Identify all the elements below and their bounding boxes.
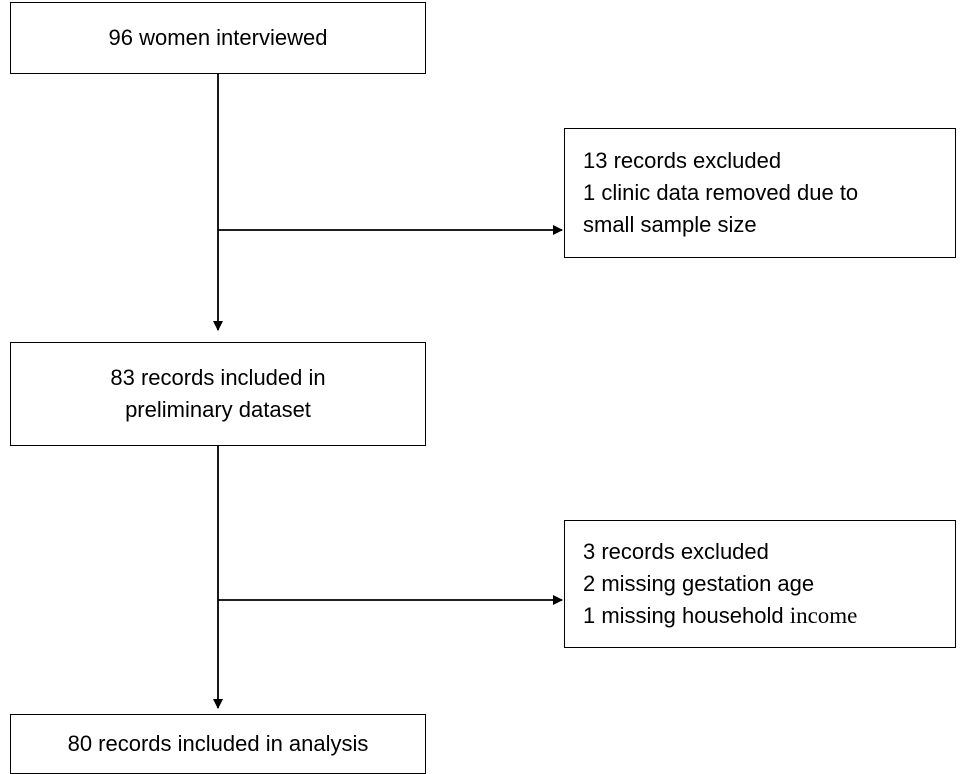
box-preliminary-dataset: 83 records included in preliminary datas… <box>10 342 426 446</box>
box-final-analysis: 80 records included in analysis <box>10 714 426 774</box>
exclusion-1-line-1: 13 records excluded <box>583 148 782 173</box>
exclusion-1-line-3: small sample size <box>583 212 757 237</box>
exclusion-2-line-3: 1 missing household income <box>583 600 955 632</box>
preliminary-line-1: 83 records included in <box>110 365 326 390</box>
box-records-excluded-3: 3 records excluded 2 missing gestation a… <box>564 520 956 648</box>
exclusion-2-line-3-main: 1 missing household <box>583 603 790 628</box>
final-analysis-text: 80 records included in analysis <box>67 731 369 756</box>
exclusion-2-line-1: 3 records excluded <box>583 539 769 564</box>
exclusion-1-line-2: 1 clinic data removed due to <box>583 180 859 205</box>
exclusion-2-line-2: 2 missing gestation age <box>583 571 815 596</box>
exclusion-2-line-3-tail: income <box>789 603 858 628</box>
box-women-interviewed: 96 women interviewed <box>10 2 426 74</box>
box-women-interviewed-text: 96 women interviewed <box>108 25 328 50</box>
preliminary-line-2: preliminary dataset <box>125 397 311 422</box>
box-records-excluded-13: 13 records excluded 1 clinic data remove… <box>564 128 956 258</box>
